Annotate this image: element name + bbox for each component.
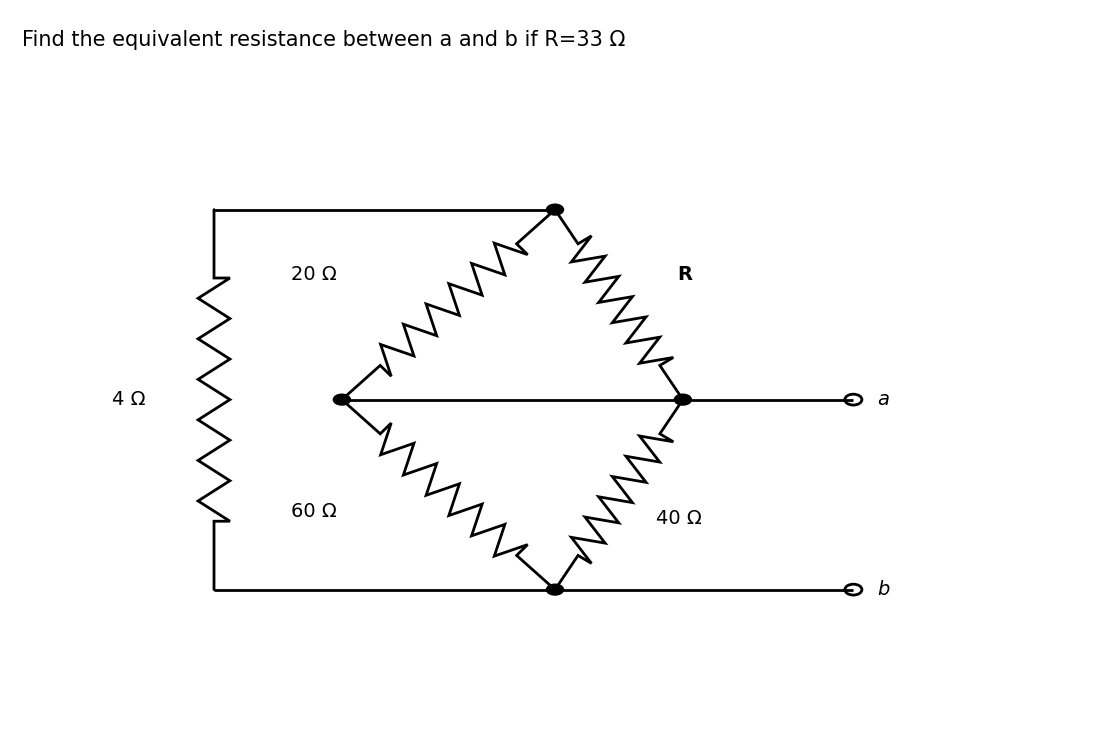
Circle shape <box>546 204 564 215</box>
Circle shape <box>675 394 692 405</box>
Text: a: a <box>877 390 889 409</box>
Text: R: R <box>677 265 693 284</box>
Text: 20 Ω: 20 Ω <box>291 265 336 284</box>
Text: b: b <box>877 580 889 599</box>
Circle shape <box>333 394 351 405</box>
Text: 60 Ω: 60 Ω <box>291 502 336 521</box>
Text: 4 Ω: 4 Ω <box>112 390 145 409</box>
Text: Find the equivalent resistance between a and b if R=33 Ω: Find the equivalent resistance between a… <box>22 30 626 51</box>
Text: 40 Ω: 40 Ω <box>656 509 702 528</box>
Circle shape <box>546 584 564 595</box>
